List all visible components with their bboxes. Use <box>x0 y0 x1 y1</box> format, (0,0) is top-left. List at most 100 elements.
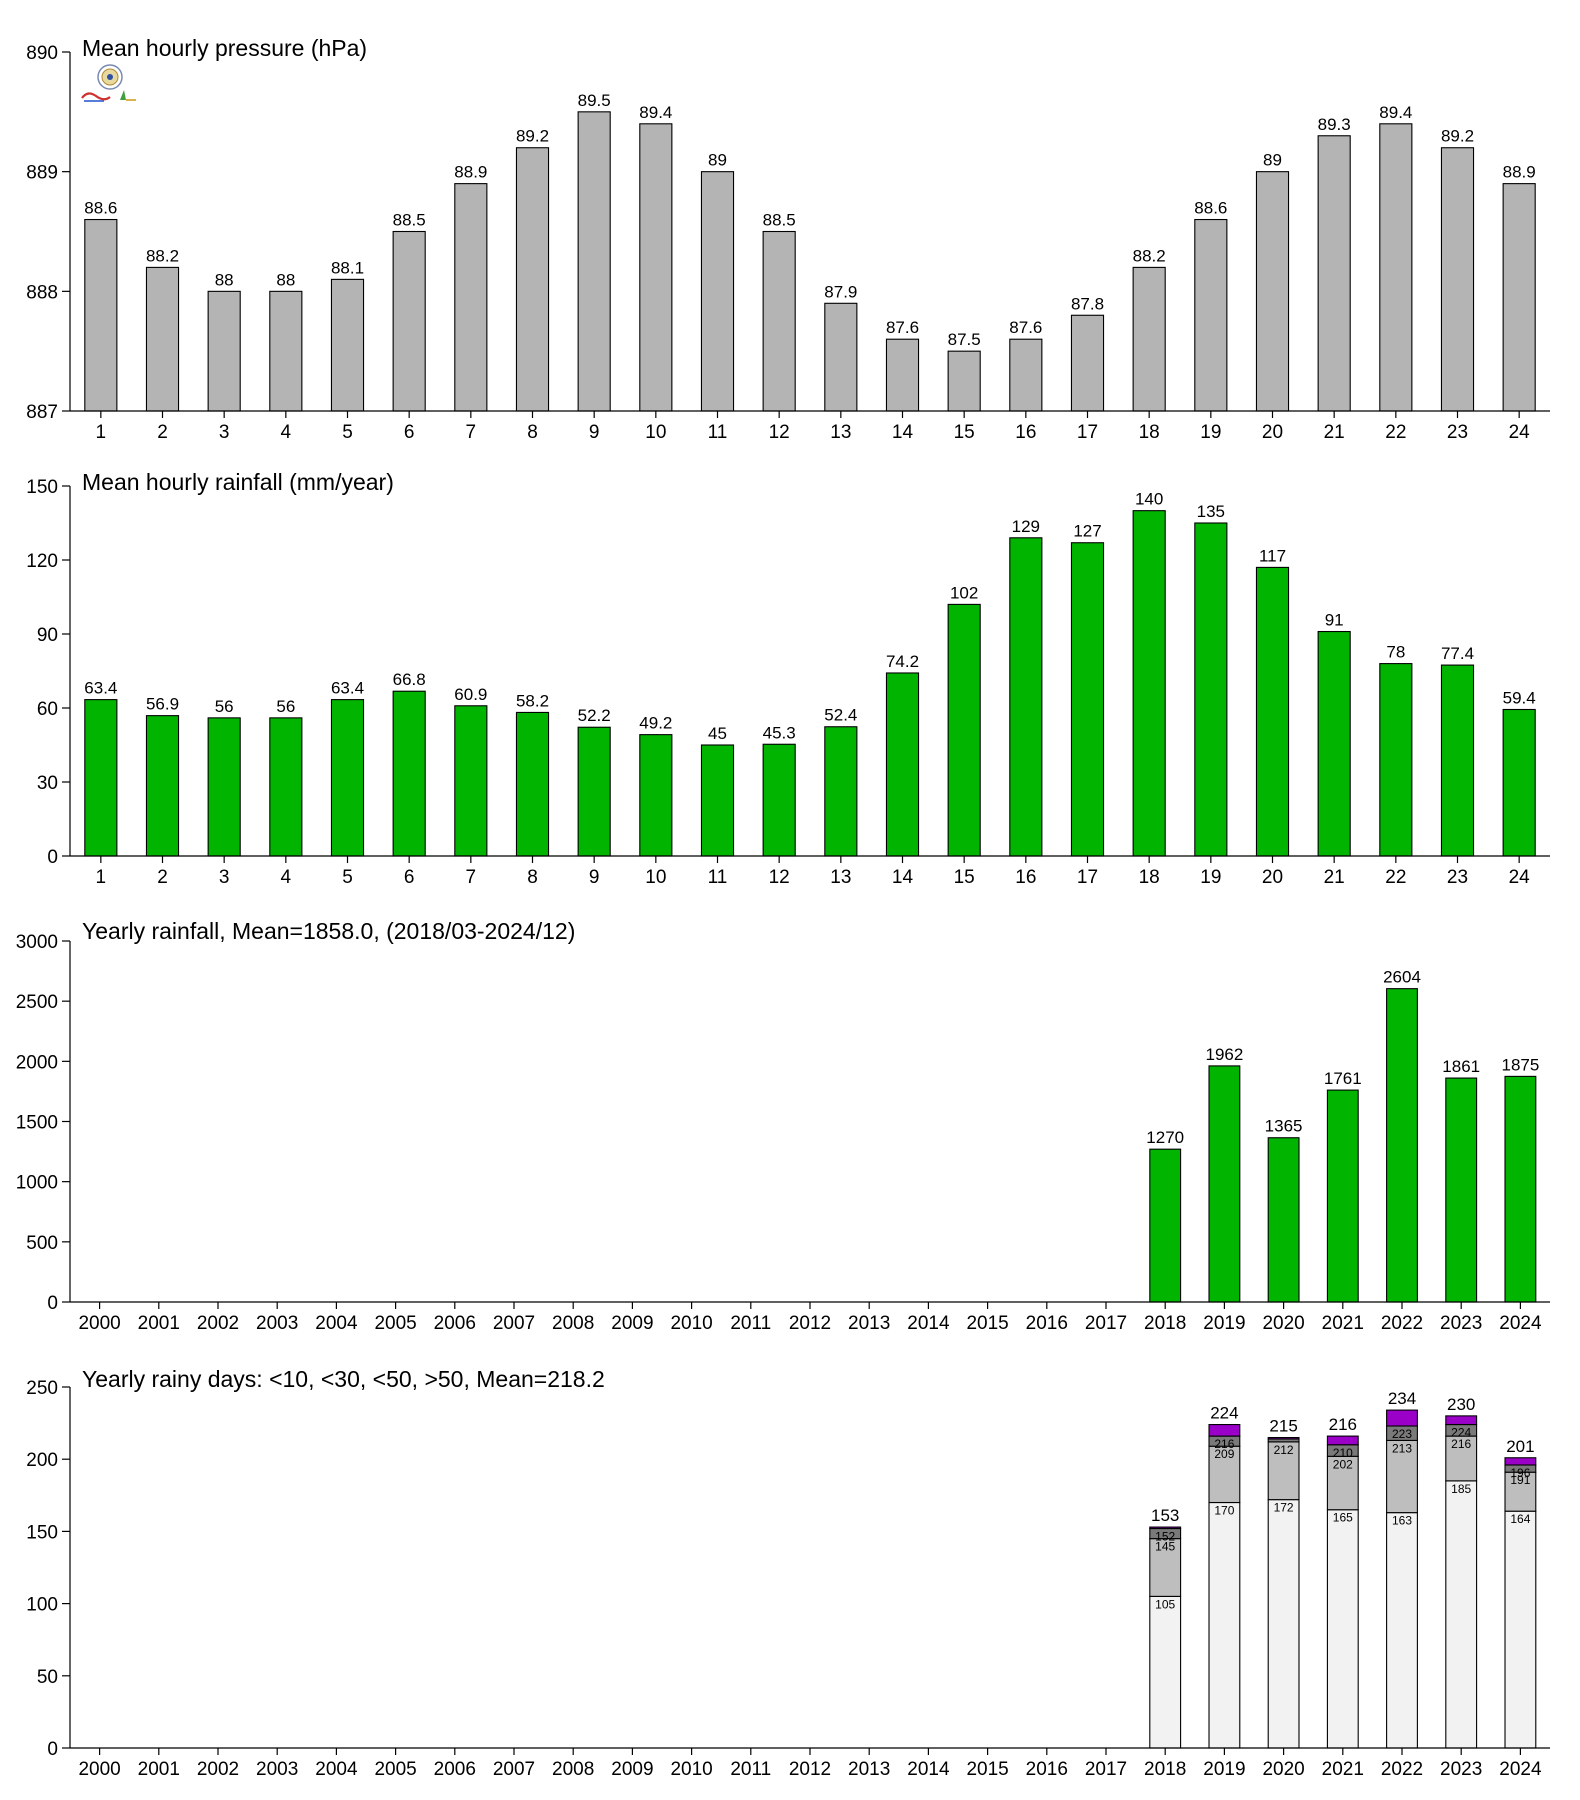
bar <box>330 278 365 412</box>
segment-lt10-bar <box>1208 1501 1241 1749</box>
segment-value-label: 213 <box>1392 1441 1412 1455</box>
bar-value-label: 58.2 <box>516 691 549 710</box>
x-tick-label: 2023 <box>1440 1759 1482 1780</box>
bar <box>269 290 303 412</box>
bar <box>947 350 981 412</box>
x-tick-label: 2002 <box>197 1313 239 1334</box>
bar <box>1009 338 1043 412</box>
x-tick-label: 2013 <box>848 1313 890 1334</box>
bar-value-label: 63.4 <box>331 679 364 698</box>
bar-value-label: 59.4 <box>1503 688 1536 707</box>
bar <box>1070 314 1105 412</box>
bar-value-label: 89.2 <box>516 127 549 146</box>
x-tick-label: 15 <box>954 422 975 443</box>
x-tick-label: 8 <box>527 422 538 443</box>
bar-value-label: 56.9 <box>146 695 179 714</box>
x-tick-label: 22 <box>1385 422 1406 443</box>
rainy-days-axes: 0 50 100 150 200 250 2000 2001 2002 2003 2004 2005 2… <box>26 1378 1550 1780</box>
y-tick-label: 889 <box>26 163 58 184</box>
bar <box>207 290 241 412</box>
x-tick-label: 2022 <box>1381 1313 1423 1334</box>
bar-value-label: 78 <box>1386 643 1405 662</box>
segment-lt30-bar <box>1208 1445 1241 1504</box>
bar-value-label: 88.9 <box>454 163 487 182</box>
bar-value-label: 88.6 <box>84 199 117 218</box>
bar-value-label: 1861 <box>1442 1057 1480 1076</box>
x-tick-label: 9 <box>589 422 600 443</box>
y-tick-label: 1500 <box>16 1113 58 1134</box>
bar-value-label: 89.3 <box>1318 115 1351 134</box>
x-tick-label: 21 <box>1324 422 1345 443</box>
bar-value-label: 89.4 <box>639 103 672 122</box>
bar-value-label: 45.3 <box>763 723 796 742</box>
yearly-rainfall-axes: 0 500 1000 1500 2000 2500 3000 2000 2001 2002 2003… <box>16 932 1550 1334</box>
x-tick-label: 2018 <box>1144 1759 1186 1780</box>
y-tick-label: 100 <box>26 1595 58 1616</box>
x-tick-label: 21 <box>1324 867 1345 888</box>
x-tick-label: 23 <box>1447 422 1468 443</box>
y-tick-label: 120 <box>26 551 58 572</box>
bar <box>1317 135 1351 412</box>
bar <box>84 699 118 857</box>
bar-value-label: 88.2 <box>146 246 179 265</box>
segment-value-label: 209 <box>1214 1447 1234 1461</box>
segment-gt50-bar <box>1386 1409 1418 1427</box>
x-tick-label: 2010 <box>670 1313 712 1334</box>
bar-value-label: 88.2 <box>1133 246 1166 265</box>
bar <box>824 302 858 412</box>
x-tick-label: 7 <box>466 867 477 888</box>
x-tick-label: 2012 <box>789 1759 831 1780</box>
y-tick-label: 890 <box>26 43 58 64</box>
x-tick-label: 2012 <box>789 1313 831 1334</box>
x-tick-label: 2 <box>157 422 168 443</box>
x-tick-label: 2004 <box>315 1759 358 1780</box>
bar <box>145 715 180 857</box>
x-tick-label: 13 <box>830 422 851 443</box>
segment-value-label: 164 <box>1510 1512 1530 1526</box>
bar <box>145 266 180 412</box>
bar <box>515 147 550 412</box>
segment-value-label: 163 <box>1392 1514 1412 1528</box>
bar <box>1379 123 1413 412</box>
x-tick-label: 2017 <box>1085 1313 1127 1334</box>
segment-gt50-bar <box>1208 1423 1241 1437</box>
bar <box>824 726 858 857</box>
y-tick-label: 250 <box>26 1378 58 1399</box>
y-tick-label: 150 <box>26 1522 58 1543</box>
bar-value-label: 102 <box>950 583 978 602</box>
bar-value-label: 45 <box>708 724 727 743</box>
bar-value-label: 1761 <box>1324 1069 1362 1088</box>
segment-value-label: 105 <box>1155 1597 1175 1611</box>
bar <box>1255 566 1290 857</box>
segment-lt30-bar <box>1386 1439 1418 1514</box>
x-tick-label: 2007 <box>493 1313 535 1334</box>
rainy-days-chart-title: Yearly rainy days: <10, <30, <50, >50, M… <box>82 1366 605 1392</box>
x-tick-label: 6 <box>404 867 415 888</box>
y-tick-label: 150 <box>26 477 58 498</box>
bar <box>639 123 673 412</box>
bar-value-label: 89.2 <box>1441 127 1474 146</box>
x-tick-label: 2009 <box>611 1759 653 1780</box>
x-tick-label: 2024 <box>1499 1313 1542 1334</box>
segment-gt50-bar <box>1504 1457 1537 1466</box>
bar-value-label: 77.4 <box>1441 644 1474 663</box>
bar <box>1070 542 1105 857</box>
segment-value-label: 210 <box>1333 1446 1353 1460</box>
bar <box>1317 630 1351 857</box>
y-tick-label: 888 <box>26 282 58 303</box>
x-tick-label: 12 <box>769 867 790 888</box>
x-tick-label: 2 <box>157 867 168 888</box>
bar-value-label: 87.5 <box>948 330 981 349</box>
x-tick-label: 2022 <box>1381 1759 1423 1780</box>
x-tick-label: 2011 <box>730 1759 771 1780</box>
bar <box>1504 1075 1537 1303</box>
x-tick-label: 3 <box>219 422 230 443</box>
y-tick-label: 2000 <box>16 1052 58 1073</box>
x-tick-label: 2016 <box>1026 1313 1068 1334</box>
y-tick-label: 0 <box>47 1739 58 1760</box>
bar-value-label: 49.2 <box>639 714 672 733</box>
x-tick-label: 12 <box>769 422 790 443</box>
x-tick-label: 2024 <box>1499 1759 1542 1780</box>
segment-value-label: 172 <box>1274 1501 1294 1515</box>
bar <box>1194 522 1228 857</box>
